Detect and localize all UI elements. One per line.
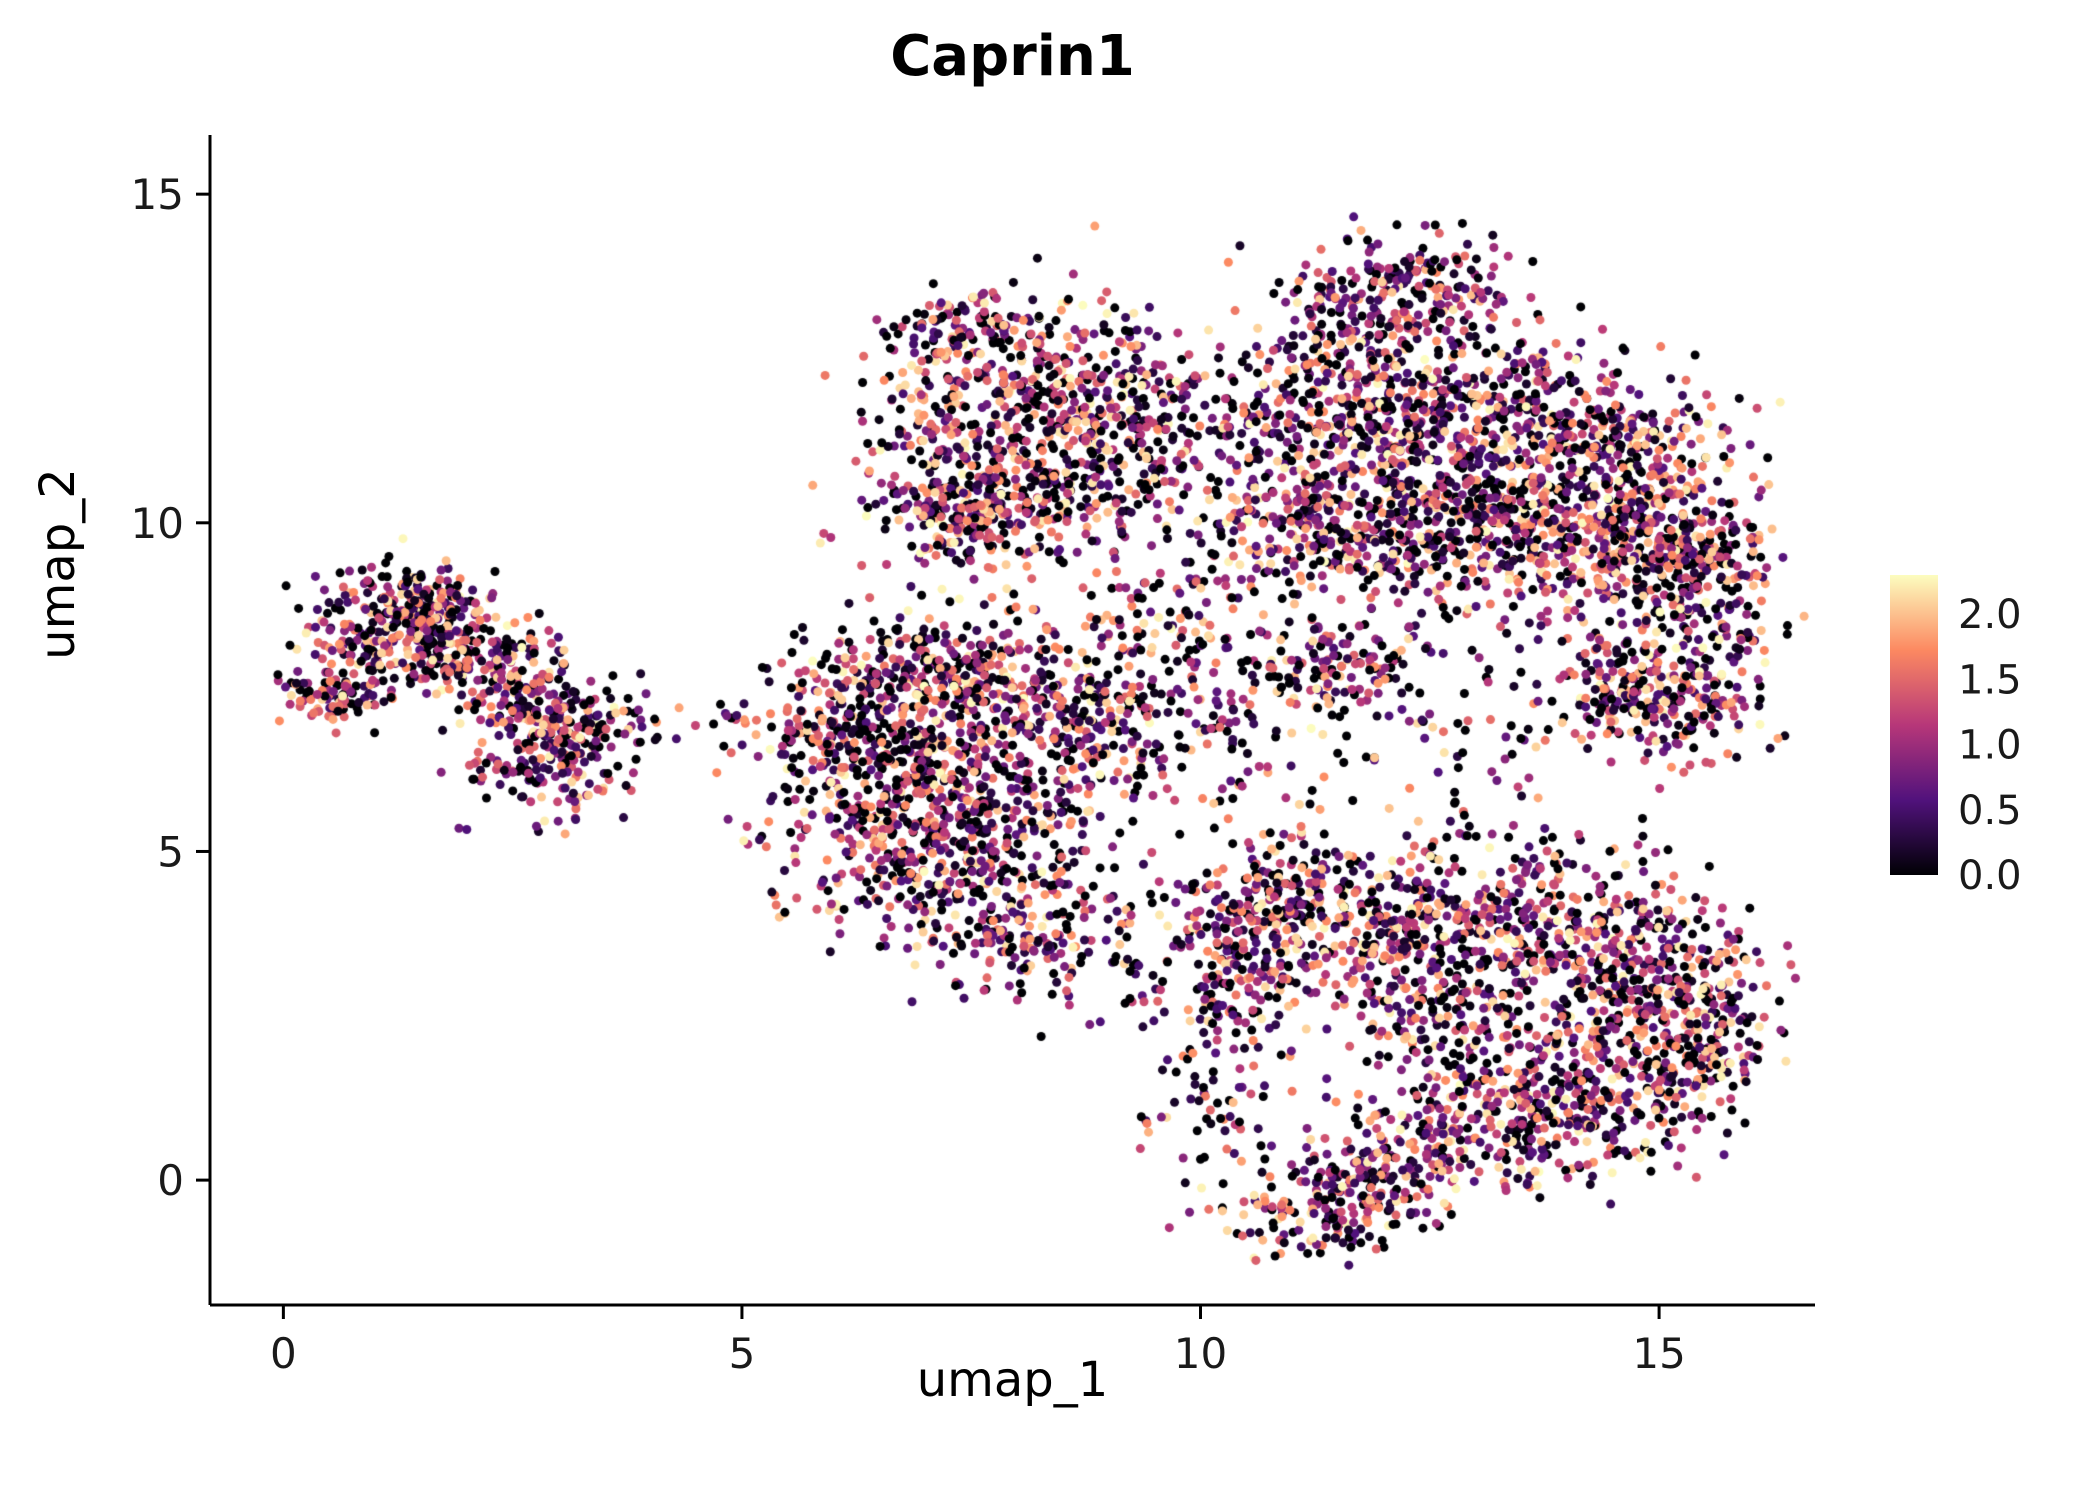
colorbar-tick-label: 0.0 xyxy=(1958,853,2022,899)
x-axis-title: umap_1 xyxy=(916,1352,1109,1408)
colorbar-tick-label: 1.5 xyxy=(1958,657,2022,703)
colorbar-tick-label: 1.0 xyxy=(1958,723,2022,769)
colorbar-tick-label: 2.0 xyxy=(1958,592,2022,638)
y-tick-label: 15 xyxy=(131,170,184,219)
y-tick-label: 10 xyxy=(131,499,184,548)
x-tick-label: 10 xyxy=(1174,1329,1227,1378)
plot-title: Caprin1 xyxy=(890,24,1135,89)
y-axis-title: umap_2 xyxy=(30,468,86,660)
x-tick-label: 15 xyxy=(1632,1329,1685,1378)
x-tick-label: 5 xyxy=(729,1329,756,1378)
y-tick-label: 0 xyxy=(157,1156,184,1205)
y-tick-label: 5 xyxy=(157,827,184,876)
colorbar-gradient xyxy=(1890,575,1938,875)
x-tick-label: 0 xyxy=(270,1329,297,1378)
colorbar-tick-label: 0.5 xyxy=(1958,788,2022,834)
